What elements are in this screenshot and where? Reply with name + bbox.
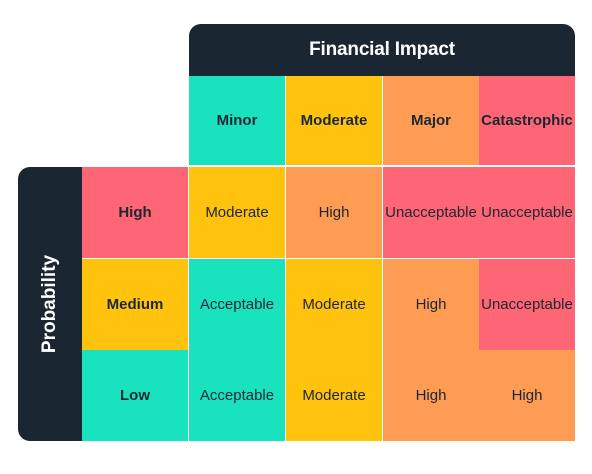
risk-cell-medium-moderate: Moderate xyxy=(286,259,382,350)
column-header-minor: Minor xyxy=(189,76,285,165)
risk-cell-medium-catastrophic: Unacceptable xyxy=(479,259,575,350)
risk-cell-high-minor: Moderate xyxy=(189,167,285,258)
risk-cell-low-major: High xyxy=(383,350,479,441)
probability-header: Probability xyxy=(18,167,82,441)
column-header-catastrophic: Catastrophic xyxy=(479,76,575,165)
financial-impact-header: Financial Impact xyxy=(189,24,575,76)
risk-cell-medium-minor: Acceptable xyxy=(189,259,285,350)
column-header-major: Major xyxy=(383,76,479,165)
probability-title: Probability xyxy=(39,254,60,354)
row-header-high: High xyxy=(82,167,188,258)
financial-impact-title: Financial Impact xyxy=(309,39,455,60)
risk-cell-low-catastrophic: High xyxy=(479,350,575,441)
risk-cell-high-major: Unacceptable xyxy=(383,167,479,258)
risk-cell-low-moderate: Moderate xyxy=(286,350,382,441)
risk-cell-high-catastrophic: Unacceptable xyxy=(479,167,575,258)
risk-cell-medium-major: High xyxy=(383,259,479,350)
row-header-medium: Medium xyxy=(82,259,188,350)
row-header-low: Low xyxy=(82,350,188,441)
column-header-moderate: Moderate xyxy=(286,76,382,165)
risk-cell-high-moderate: High xyxy=(286,167,382,258)
risk-cell-low-minor: Acceptable xyxy=(189,350,285,441)
